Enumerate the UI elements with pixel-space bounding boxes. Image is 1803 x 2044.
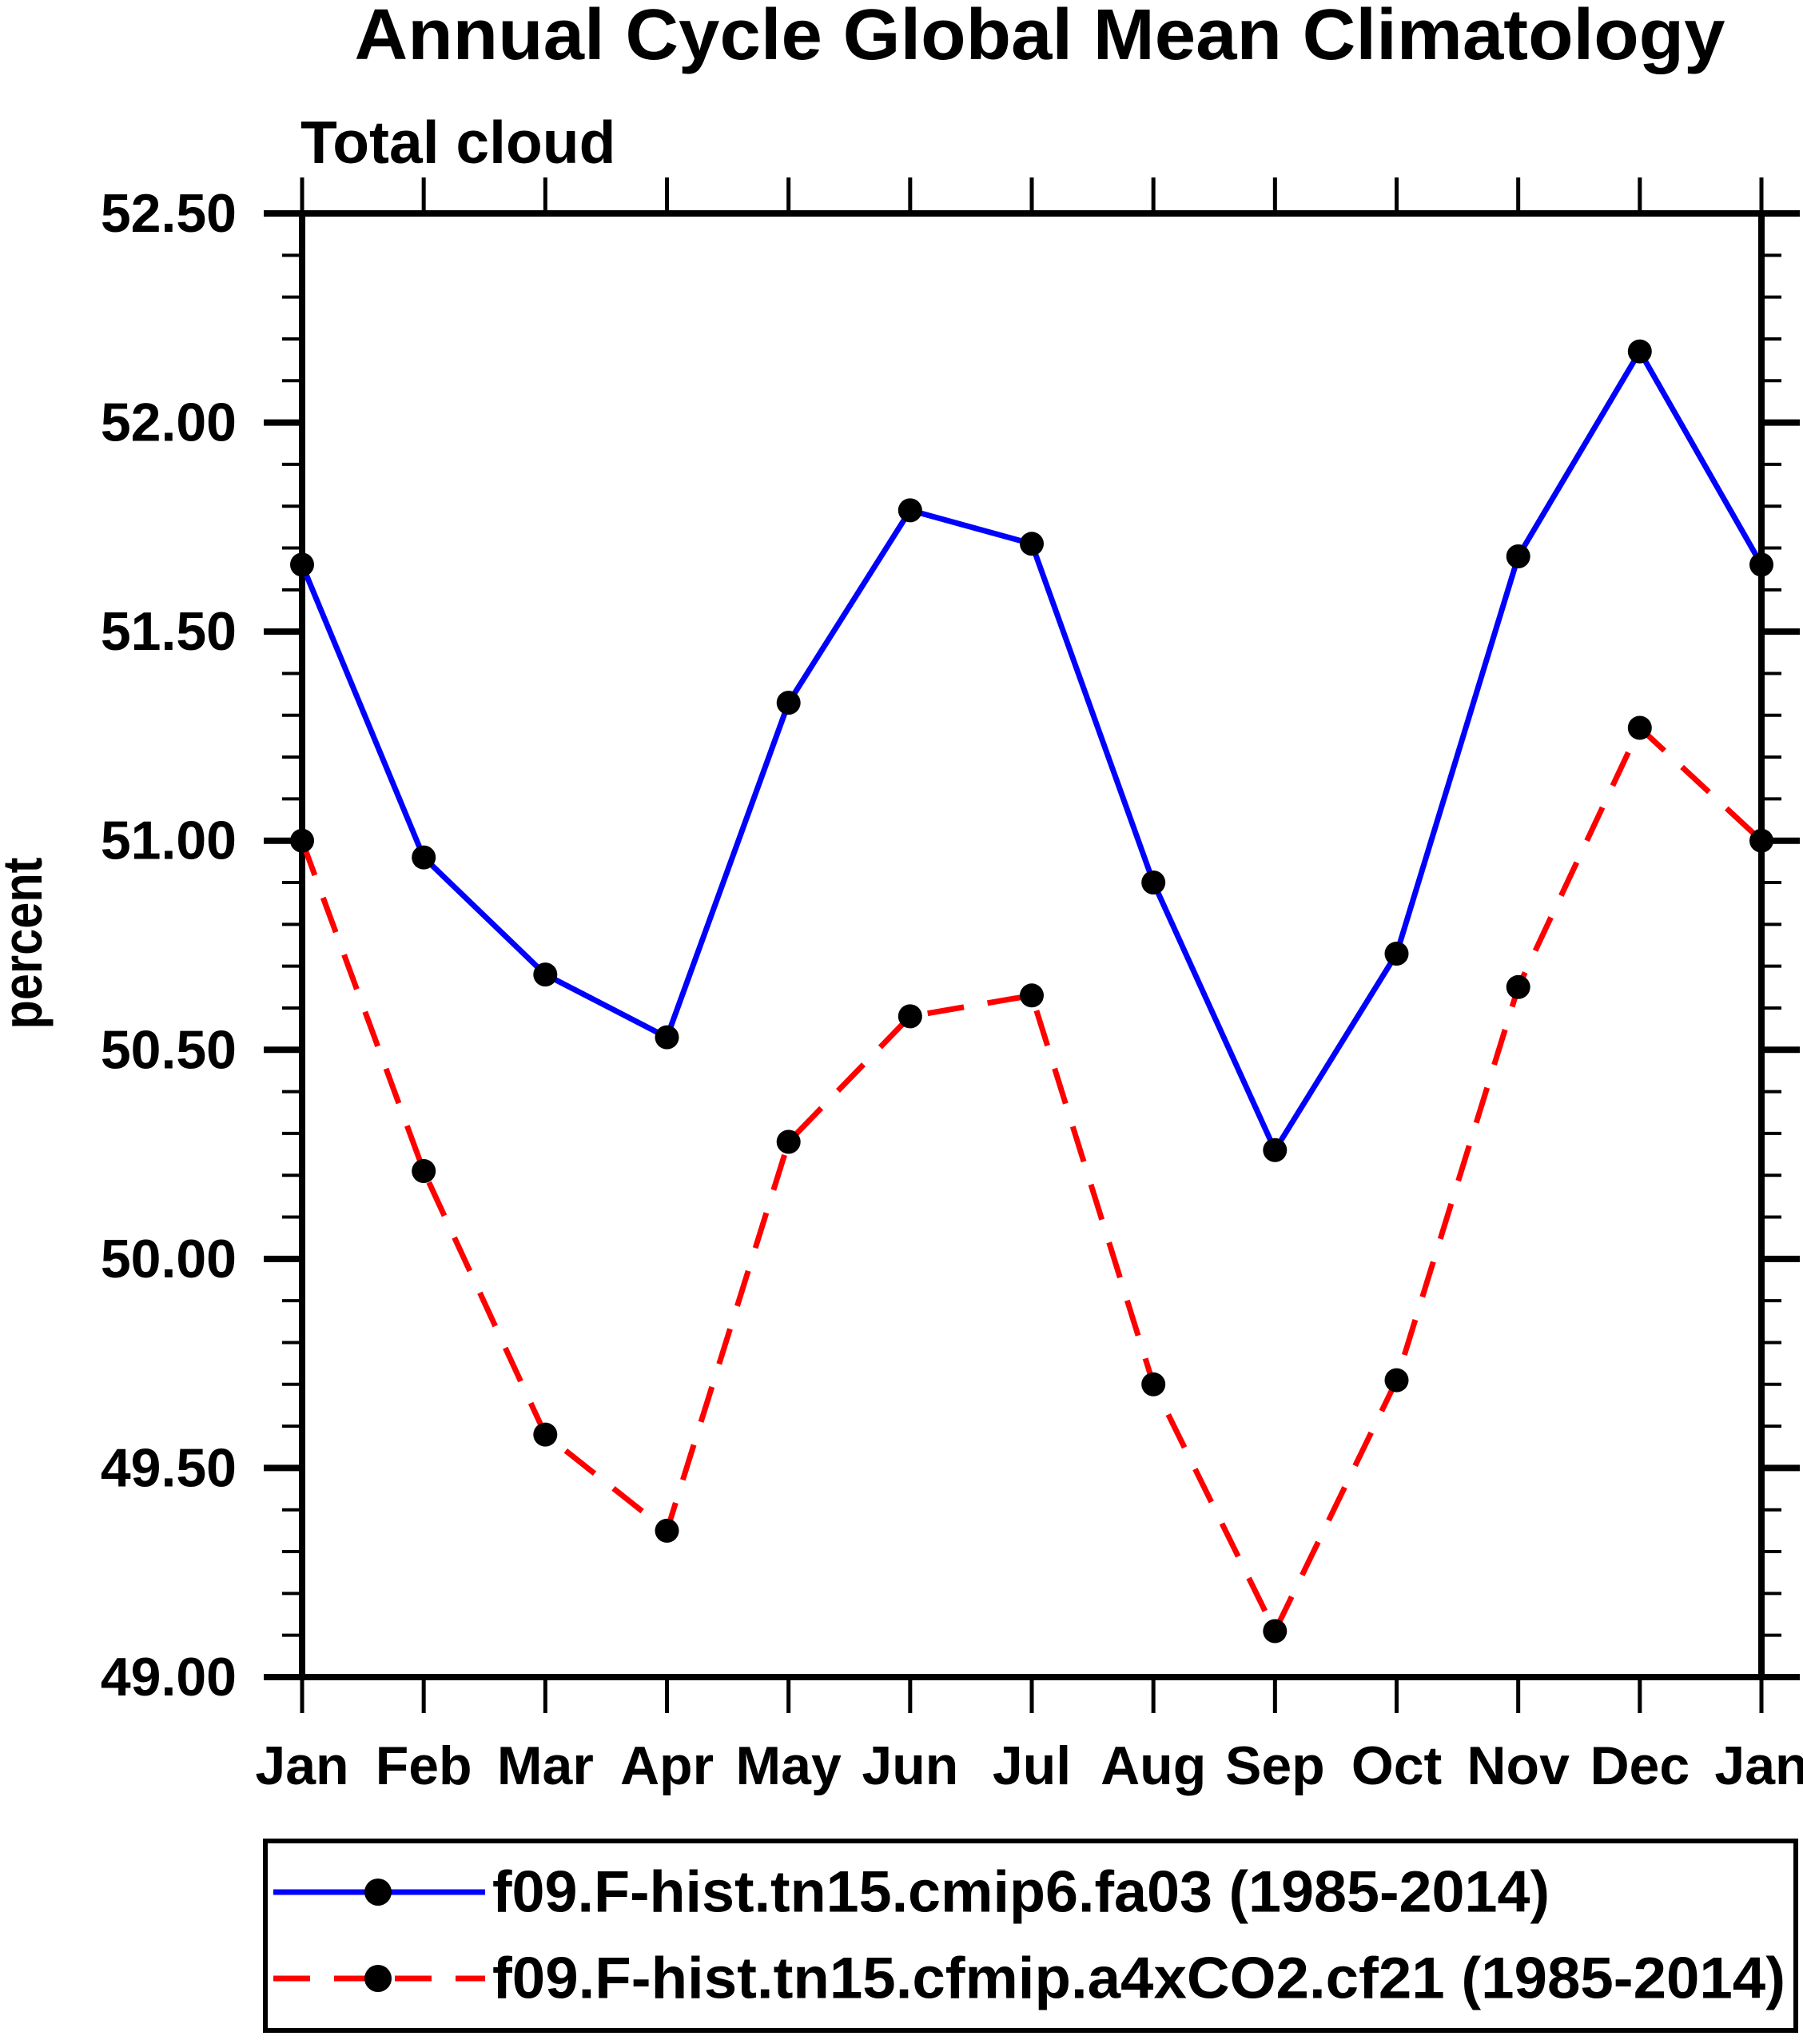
legend-item-series2: f09.F-hist.tn15.cfmip.a4xCO2.cf21 (1985-… bbox=[273, 1946, 1785, 2011]
x-tick-label: Nov bbox=[1467, 1735, 1570, 1796]
y-axis-tick-labels: 52.50 52.00 51.50 51.00 50.50 50.00 49.50 49.00 bbox=[101, 183, 237, 1707]
data-point bbox=[1506, 544, 1530, 568]
y-tick-label: 50.50 bbox=[101, 1019, 237, 1080]
y-tick-label: 52.50 bbox=[101, 183, 237, 244]
series-line-1 bbox=[299, 349, 1765, 1153]
x-tick-label: May bbox=[736, 1735, 842, 1796]
x-tick-label: Feb bbox=[376, 1735, 472, 1796]
data-point bbox=[1020, 983, 1044, 1008]
x-axis-tick-labels: Jan Feb Mar Apr May Jun Jul Aug Sep Oct Nov Dec Jan bbox=[255, 1735, 1803, 1796]
data-point bbox=[655, 1025, 679, 1050]
data-point bbox=[533, 1422, 558, 1447]
x-axis-ticks bbox=[300, 177, 1764, 1713]
data-point bbox=[1627, 715, 1652, 740]
data-point bbox=[1020, 532, 1044, 556]
data-point bbox=[776, 691, 801, 715]
legend-label-series1: f09.F-hist.tn15.cmip6.fa03 (1985-2014) bbox=[492, 1860, 1550, 1925]
y-tick-label: 51.00 bbox=[101, 811, 237, 871]
data-point bbox=[533, 962, 558, 987]
x-tick-label: Sep bbox=[1225, 1735, 1325, 1796]
data-point bbox=[1506, 974, 1530, 999]
chart-subtitle: Total cloud bbox=[300, 109, 615, 176]
x-tick-label: Mar bbox=[497, 1735, 594, 1796]
data-point bbox=[1263, 1138, 1288, 1162]
data-point-markers bbox=[290, 339, 1773, 1644]
legend-item-series1: f09.F-hist.tn15.cmip6.fa03 (1985-2014) bbox=[273, 1860, 1550, 1925]
x-tick-label: Dec bbox=[1590, 1735, 1690, 1796]
y-tick-label: 49.50 bbox=[101, 1437, 237, 1498]
x-tick-label: Jan bbox=[255, 1735, 348, 1796]
data-point bbox=[655, 1518, 679, 1543]
plot-frame bbox=[299, 210, 1765, 1680]
data-point bbox=[1263, 1619, 1288, 1644]
data-point bbox=[898, 1004, 922, 1029]
x-tick-label: Jul bbox=[993, 1735, 1071, 1796]
data-point bbox=[412, 1159, 436, 1183]
x-tick-label: Aug bbox=[1101, 1735, 1206, 1796]
legend-marker-circle bbox=[364, 1965, 392, 1992]
y-tick-label: 52.00 bbox=[101, 392, 237, 453]
legend-marker-circle bbox=[364, 1879, 392, 1906]
legend-label-series2: f09.F-hist.tn15.cfmip.a4xCO2.cf21 (1985-… bbox=[492, 1946, 1785, 2011]
data-point bbox=[1749, 552, 1773, 577]
series-line-2 bbox=[299, 725, 1764, 1634]
x-tick-label: Apr bbox=[620, 1735, 714, 1796]
y-axis-title: percent bbox=[0, 858, 54, 1030]
data-point bbox=[290, 552, 314, 577]
data-point bbox=[1384, 1368, 1409, 1393]
data-point bbox=[898, 498, 922, 523]
x-tick-label: Jun bbox=[862, 1735, 958, 1796]
chart-title: Annual Cycle Global Mean Climatology bbox=[355, 0, 1725, 75]
y-tick-label: 51.50 bbox=[101, 601, 237, 662]
x-tick-label: Oct bbox=[1351, 1735, 1442, 1796]
data-point bbox=[412, 845, 436, 870]
y-tick-label: 49.00 bbox=[101, 1647, 237, 1707]
data-point bbox=[776, 1130, 801, 1154]
data-point bbox=[1141, 1372, 1166, 1397]
data-point bbox=[290, 828, 314, 853]
data-point bbox=[1627, 339, 1652, 364]
legend-box bbox=[263, 1839, 1798, 2033]
y-tick-label: 50.00 bbox=[101, 1229, 237, 1289]
data-point bbox=[1749, 828, 1773, 853]
x-tick-label: Jan bbox=[1714, 1735, 1803, 1796]
data-point bbox=[1141, 871, 1166, 894]
y-axis-ticks bbox=[264, 210, 1800, 1680]
legend: f09.F-hist.tn15.cmip6.fa03 (1985-2014) f… bbox=[263, 1839, 1798, 2033]
data-point bbox=[1384, 942, 1409, 966]
